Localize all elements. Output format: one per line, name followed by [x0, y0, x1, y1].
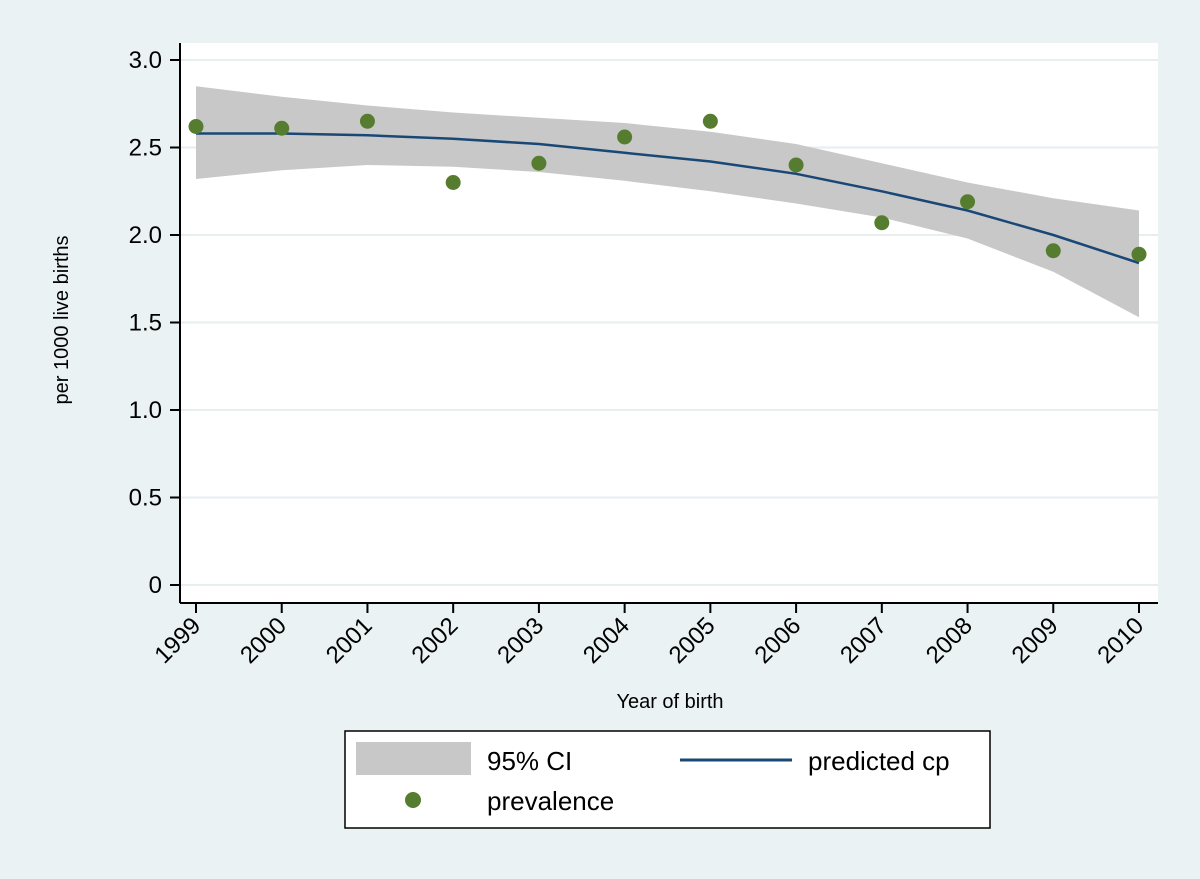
predicted-cp-line [196, 132, 1140, 265]
legend: 95% CI predicted cp prevalence [344, 730, 991, 829]
y-axis-title: per 1000 live births [51, 236, 73, 405]
y-tick-label-3: 1.5 [129, 310, 162, 337]
prevalence-point-2004 [617, 129, 633, 145]
prevalence-point-2001 [359, 113, 375, 129]
y-tick-label-4: 2.0 [129, 222, 162, 249]
y-tick-label-1: 0.5 [129, 485, 162, 512]
y-tick-label-5: 2.5 [129, 135, 162, 162]
ci-band-layer [196, 86, 1139, 318]
x-axis-title: Year of birth [616, 691, 723, 713]
prevalence-point-2002 [445, 175, 461, 190]
prevalence-point-2010 [1131, 246, 1147, 262]
prevalence-point-2003 [531, 155, 547, 171]
predicted-line-layer [196, 132, 1140, 265]
legend-prevalence-label: prevalence [487, 786, 614, 816]
legend-prevalence-swatch [405, 792, 421, 808]
legend-ci-label: 95% CI [487, 746, 572, 776]
prevalence-point-2009 [1045, 243, 1061, 259]
legend-ci-swatch [356, 742, 471, 775]
prevalence-point-2008 [960, 194, 976, 210]
prevalence-point-1999 [188, 119, 204, 134]
prevalence-point-2006 [788, 157, 804, 173]
y-tick-label-0: 0 [149, 572, 162, 599]
prevalence-point-2005 [702, 113, 718, 129]
y-tick-label-6: 3.0 [129, 47, 162, 74]
y-tick-label-2: 1.0 [129, 397, 162, 424]
prevalence-point-2000 [274, 120, 290, 136]
ci-band [196, 86, 1139, 318]
prevalence-point-2007 [874, 215, 890, 231]
prevalence-points-layer [188, 113, 1147, 262]
legend-predicted-label: predicted cp [808, 746, 950, 776]
